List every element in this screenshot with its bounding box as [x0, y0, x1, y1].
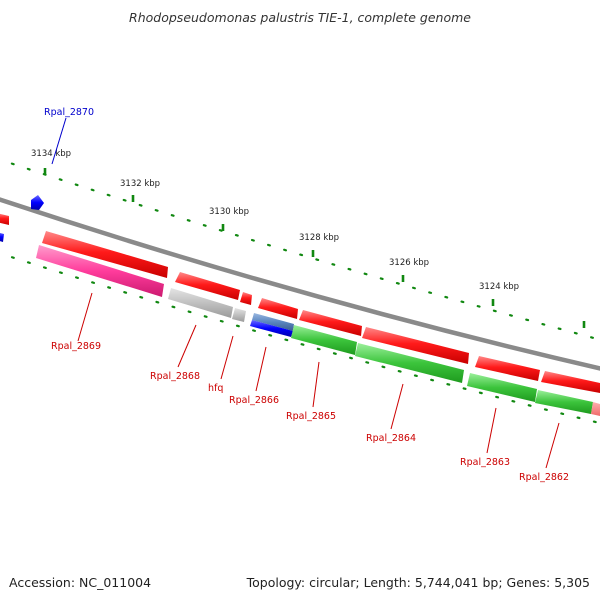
gene-rpal-2870[interactable]	[31, 195, 44, 210]
ruler-label: 3134 kbp	[31, 149, 71, 159]
cds-arrow[interactable]	[0, 213, 9, 225]
gene-label-rpal-2870[interactable]: Rpal_2870	[44, 107, 94, 118]
leader-line	[255, 346, 267, 392]
cds-arrow[interactable]	[42, 231, 168, 278]
cds-block[interactable]	[0, 232, 4, 242]
gene-label-rpal-2864[interactable]: Rpal_2864	[366, 433, 416, 444]
cds-block[interactable]	[535, 390, 593, 414]
leader-line	[486, 407, 497, 454]
leader-line	[545, 422, 560, 469]
map-title: Rhodopseudomonas palustris TIE-1, comple…	[129, 10, 471, 25]
ruler-label: 3132 kbp	[120, 179, 160, 189]
cds-arrow[interactable]	[475, 356, 540, 381]
cds-block[interactable]	[467, 373, 537, 402]
forward-strand-track	[0, 213, 600, 393]
ruler-label: 3126 kbp	[389, 258, 429, 268]
leader-line	[390, 383, 404, 430]
cds-block[interactable]	[250, 320, 293, 337]
cds-arrow[interactable]	[240, 292, 252, 305]
leader-line	[177, 324, 197, 368]
cds-arrow[interactable]	[541, 371, 600, 393]
cds-block[interactable]	[355, 343, 464, 383]
genome-summary-text: Topology: circular; Length: 5,744,041 bp…	[246, 575, 590, 590]
leader-line	[220, 335, 234, 380]
ruler-dotted-guide	[0, 158, 600, 341]
accession-text: Accession: NC_011004	[9, 575, 151, 590]
gene-label-hfq[interactable]: hfq	[208, 383, 223, 394]
cds-block[interactable]	[252, 313, 294, 331]
position-ruler: 3134 kbp 3132 kbp 3130 kbp 3128 kbp 3126…	[0, 149, 600, 341]
leader-line	[312, 361, 320, 408]
cds-arrow[interactable]	[362, 327, 469, 364]
gene-label-rpal-2868[interactable]: Rpal_2868	[150, 371, 200, 382]
gene-label-rpal-2862[interactable]: Rpal_2862	[519, 472, 569, 483]
rna-block[interactable]	[36, 245, 164, 297]
leader-line	[51, 117, 67, 165]
ruler-label: 3130 kbp	[209, 207, 249, 217]
cds-arrow[interactable]	[175, 272, 240, 300]
ruler-label: 3128 kbp	[299, 233, 339, 243]
gene-label-rpal-2863[interactable]: Rpal_2863	[460, 457, 510, 468]
gene-label-rpal-2865[interactable]: Rpal_2865	[286, 411, 336, 422]
ruler-label: 3124 kbp	[479, 282, 519, 292]
cds-arrow[interactable]	[299, 310, 362, 336]
cds-block[interactable]	[291, 325, 357, 355]
lower-dotted-guide	[0, 252, 600, 425]
pseudo-block[interactable]	[232, 308, 246, 322]
leader-line	[77, 292, 93, 342]
gene-label-rpal-2866[interactable]: Rpal_2866	[229, 395, 279, 406]
reverse-strand-track	[0, 232, 600, 416]
cds-block[interactable]	[591, 402, 600, 416]
pseudo-block[interactable]	[168, 288, 233, 318]
gene-label-rpal-2869[interactable]: Rpal_2869	[51, 341, 101, 352]
genome-backbone	[0, 197, 600, 371]
cds-arrow[interactable]	[258, 298, 298, 319]
